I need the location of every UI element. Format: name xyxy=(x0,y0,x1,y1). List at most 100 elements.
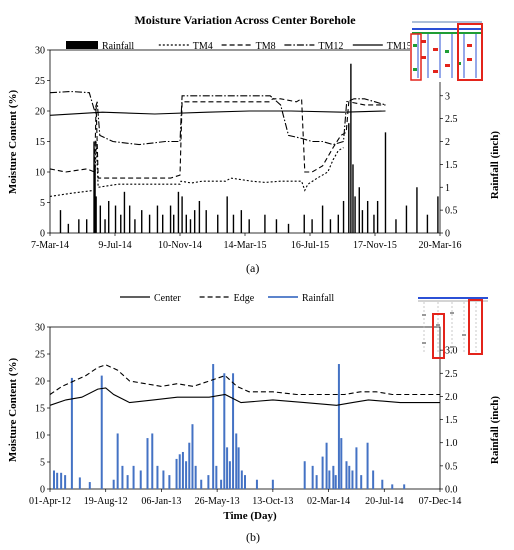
rainfall-bar xyxy=(193,210,196,233)
rainfall-bar xyxy=(215,465,218,489)
series-line-edge xyxy=(49,364,440,396)
rainfall-bar xyxy=(94,164,96,233)
rainfall-bar xyxy=(366,442,369,489)
rainfall-bar xyxy=(188,442,191,489)
rainfall-bar xyxy=(121,465,124,489)
rainfall-bar xyxy=(191,424,194,489)
rainfall-bar xyxy=(162,470,165,489)
borehole-layout-schematic-a xyxy=(410,20,484,82)
rainfall-bar xyxy=(162,214,164,233)
plot-frame xyxy=(49,326,441,490)
rainfall-bar xyxy=(315,475,318,489)
y2-tick-label: 1.0 xyxy=(445,438,458,449)
rainfall-bar xyxy=(169,205,172,233)
rainfall-bar xyxy=(60,472,63,489)
rainfall-bar xyxy=(168,475,171,489)
rainfall-bar xyxy=(120,214,122,233)
rainfall-bar xyxy=(148,214,151,233)
y2-tick-label: 3.0 xyxy=(445,346,458,357)
y-tick-label: 30 xyxy=(35,323,45,334)
legend-label-tm12: TM12 xyxy=(318,41,343,52)
y2-tick-label: 3 xyxy=(445,91,450,102)
legend-swatch-rainfall xyxy=(66,41,98,49)
y2-tick-label: 0.0 xyxy=(445,485,458,496)
y2-tick-label: 1.5 xyxy=(445,415,458,426)
rainfall-bar xyxy=(232,373,235,489)
rainfall-bar xyxy=(328,470,331,489)
legend-label-tm15: TM15 xyxy=(387,41,412,52)
legend-label-center: Center xyxy=(154,293,181,304)
x-tick-label: 19-Aug-12 xyxy=(84,496,128,507)
y2-tick-label: 1.5 xyxy=(445,160,458,171)
chart-a: Moisture Variation Across Center Borehol… xyxy=(7,13,501,251)
y-tick-label: 15 xyxy=(35,137,45,148)
panel-a-label: (a) xyxy=(246,261,260,275)
rainfall-bar xyxy=(228,461,231,489)
rainfall-bar xyxy=(405,205,408,233)
rainfall-bar xyxy=(350,63,352,233)
x-tick-label: 06-Jan-13 xyxy=(141,496,181,507)
x-tick-label: 20-Mar-16 xyxy=(418,240,461,251)
rainfall-bar xyxy=(275,219,278,233)
chart-b-xlabel: Time (Day) xyxy=(223,510,277,522)
series-line-tm8 xyxy=(49,97,386,179)
rainfall-bar xyxy=(426,214,429,233)
rainfall-bar xyxy=(345,461,348,489)
series-line-tm15 xyxy=(49,110,386,116)
rainfall-bar xyxy=(175,458,178,489)
y-tick-label: 20 xyxy=(35,377,45,388)
x-tick-label: 01-Apr-12 xyxy=(29,496,71,507)
x-tick-label: 13-Oct-13 xyxy=(252,496,293,507)
rainfall-bar xyxy=(311,219,313,233)
y-tick-label: 25 xyxy=(35,350,45,361)
rainfall-bar xyxy=(416,187,418,233)
rainfall-bar xyxy=(151,433,154,489)
y-tick-label: 10 xyxy=(35,431,45,442)
legend-label-tm4: TM4 xyxy=(193,41,213,52)
rainfall-bar xyxy=(59,210,62,233)
rainfall-bar xyxy=(205,210,207,233)
rainfall-bar xyxy=(372,470,375,489)
rainfall-bar xyxy=(85,219,88,233)
rainfall-bar xyxy=(354,196,356,233)
y2-tick-label: 0.5 xyxy=(445,206,458,217)
rainfall-bar xyxy=(348,465,351,489)
rainfall-bar xyxy=(360,475,363,489)
y2-tick-label: 0.5 xyxy=(445,461,458,472)
rainfall-bar xyxy=(311,465,314,489)
y-tick-label: 0 xyxy=(40,485,45,496)
rainfall-bar xyxy=(178,454,181,489)
rainfall-bar xyxy=(126,475,129,489)
x-tick-label: 20-Jul-14 xyxy=(365,496,403,507)
x-tick-label: 07-Dec-14 xyxy=(419,496,462,507)
series-line-tm4 xyxy=(49,141,344,197)
y-tick-label: 30 xyxy=(35,46,45,57)
rainfall-bar xyxy=(248,219,250,233)
chart-b-plot-area: 0 5 10 15 20 25 30 0.0 0.5 1.0 1.5 2.0 2.5 3.0 01-Apr-… xyxy=(29,323,461,508)
rainfall-bar xyxy=(437,196,439,233)
rainfall-bar xyxy=(321,205,324,233)
rainfall-bar xyxy=(108,200,110,233)
series-line-tm12 xyxy=(49,90,386,146)
rainfall-bar xyxy=(332,465,335,489)
legend-label-tm8: TM8 xyxy=(256,41,276,52)
rainfall-bar xyxy=(287,223,290,233)
rainfall-bar xyxy=(173,214,175,233)
x-tick-label: 17-Nov-15 xyxy=(353,240,397,251)
rainfall-bar xyxy=(223,373,226,489)
rainfall-bar xyxy=(355,447,358,489)
x-tick-label: 10-Nov-14 xyxy=(158,240,202,251)
rainfall-bar xyxy=(271,479,274,489)
rainfall-bar xyxy=(78,219,80,233)
y-tick-label: 10 xyxy=(35,168,45,179)
rainfall-bar xyxy=(226,447,229,489)
x-tick-label: 02-Mar-14 xyxy=(307,496,350,507)
chart-a-legend: Rainfall TM4 TM8 TM12 TM15 xyxy=(66,41,412,52)
rainfall-bar xyxy=(255,479,258,489)
x-tick-label: 16-Jul-15 xyxy=(291,240,329,251)
rainfall-bar xyxy=(114,205,117,233)
rainfall-bar xyxy=(146,438,149,489)
rainfall-bar xyxy=(325,442,328,489)
rainfall-bar xyxy=(226,196,228,233)
legend-label-rainfall: Rainfall xyxy=(302,293,334,304)
